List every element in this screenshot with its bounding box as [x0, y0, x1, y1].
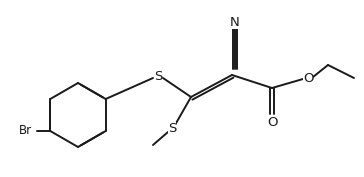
Text: O: O — [267, 116, 277, 129]
Text: S: S — [168, 121, 176, 135]
Text: S: S — [154, 70, 162, 84]
Text: Br: Br — [19, 124, 32, 138]
Text: N: N — [230, 16, 240, 28]
Text: O: O — [303, 72, 313, 84]
